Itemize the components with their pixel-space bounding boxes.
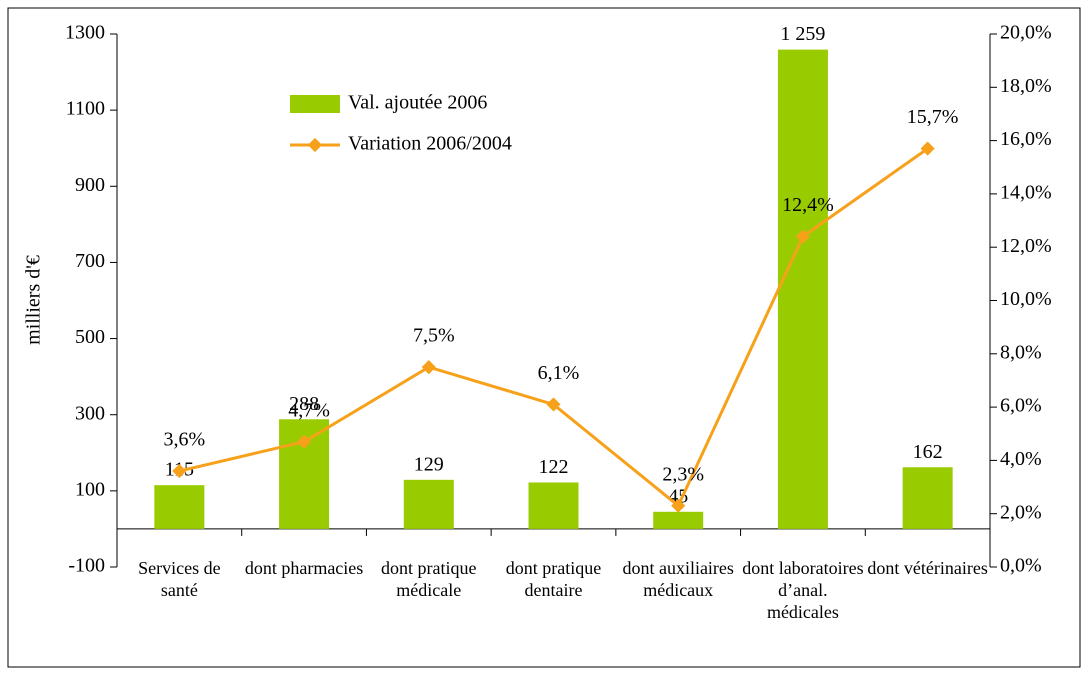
line-label: 6,1% bbox=[538, 362, 580, 384]
y2-tick-label: 4,0% bbox=[1000, 448, 1042, 470]
line-label: 15,7% bbox=[907, 106, 959, 128]
legend-label: Val. ajoutée 2006 bbox=[348, 92, 487, 114]
bar-label: 1 259 bbox=[780, 23, 825, 45]
bar bbox=[777, 49, 828, 529]
x-tick-label: dont pharmacies bbox=[244, 558, 364, 578]
line-marker bbox=[795, 229, 810, 244]
y-axis-title: milliers d'€ bbox=[23, 255, 45, 345]
y2-tick-label: 16,0% bbox=[1000, 128, 1052, 150]
line-marker bbox=[297, 434, 312, 449]
x-tick-label: dont pratique dentaire bbox=[505, 558, 602, 600]
legend-swatch bbox=[290, 95, 340, 113]
y-tick-label: 100 bbox=[75, 478, 105, 500]
legend-marker bbox=[307, 137, 323, 153]
y2-tick-label: 8,0% bbox=[1000, 341, 1042, 363]
y2-tick-label: 14,0% bbox=[1000, 181, 1052, 203]
line-label: 4,7% bbox=[288, 399, 330, 421]
y-tick-label: -100 bbox=[68, 555, 105, 577]
x-tick-label: dont laboratoires d’anal. médicales bbox=[742, 558, 864, 622]
y-tick-label: 300 bbox=[75, 402, 105, 424]
bar bbox=[403, 479, 454, 529]
line-marker bbox=[671, 498, 686, 513]
line-marker bbox=[172, 463, 187, 479]
x-tick-label: dont vétérinaires bbox=[867, 558, 988, 578]
line-label: 3,6% bbox=[164, 429, 206, 451]
bar-label: 129 bbox=[414, 453, 444, 475]
x-tick-label: Services de santé bbox=[138, 558, 221, 600]
y2-tick-label: 6,0% bbox=[1000, 395, 1042, 417]
line-label: 2,3% bbox=[662, 463, 704, 485]
bar bbox=[653, 511, 704, 529]
y2-tick-label: 20,0% bbox=[1000, 22, 1052, 44]
bar bbox=[154, 485, 205, 529]
bar-label: 162 bbox=[913, 441, 943, 463]
bar-label: 122 bbox=[539, 456, 569, 478]
y2-tick-label: 2,0% bbox=[1000, 501, 1042, 523]
y-tick-label: 1100 bbox=[66, 98, 105, 120]
line-marker bbox=[920, 141, 935, 156]
y2-tick-label: 12,0% bbox=[1000, 235, 1052, 257]
chart-border bbox=[7, 7, 1081, 668]
line-label: 7,5% bbox=[413, 325, 455, 347]
y-tick-label: 700 bbox=[75, 250, 105, 272]
y2-tick-label: 10,0% bbox=[1000, 288, 1052, 310]
y2-tick-label: 18,0% bbox=[1000, 75, 1052, 97]
y-tick-label: 1300 bbox=[65, 22, 105, 44]
y-tick-label: 500 bbox=[75, 326, 105, 348]
bar-label: 288 bbox=[289, 393, 319, 415]
x-tick-label: dont pratique médicale bbox=[381, 558, 477, 600]
line-marker bbox=[546, 397, 561, 412]
bar bbox=[902, 467, 953, 529]
line-label: 12,4% bbox=[782, 194, 834, 216]
x-tick-label: dont auxiliaires médicaux bbox=[622, 558, 734, 600]
legend-label: Variation 2006/2004 bbox=[348, 133, 512, 155]
y2-tick-label: 0,0% bbox=[1000, 555, 1042, 577]
y-tick-label: 900 bbox=[75, 174, 105, 196]
bar bbox=[528, 482, 579, 529]
line-marker bbox=[421, 360, 436, 375]
